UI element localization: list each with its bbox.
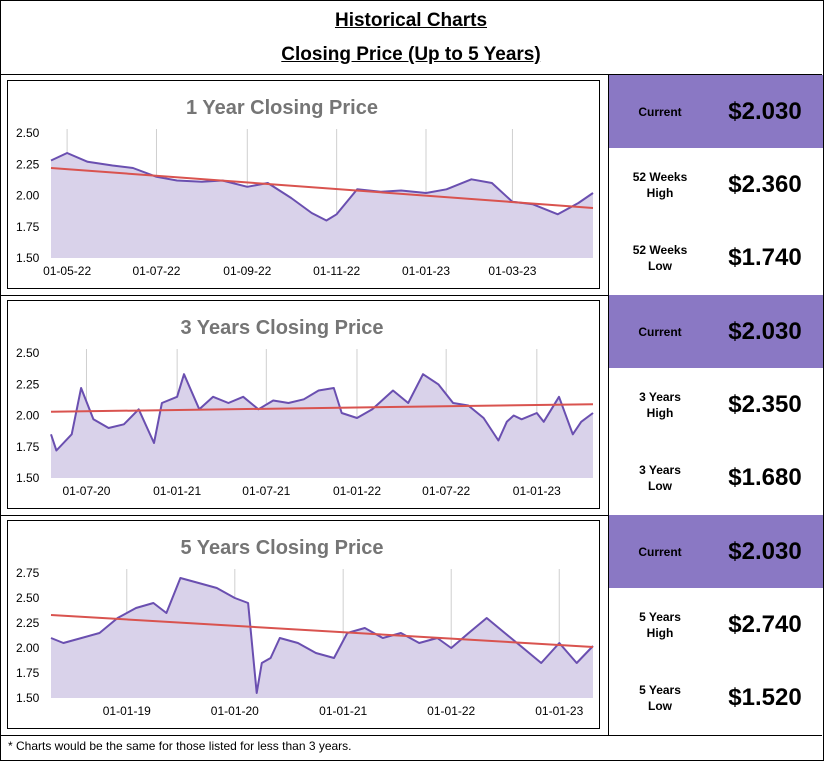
x-tick-label: 01-01-22 [427,704,475,718]
x-tick-label: 01-01-19 [103,704,151,718]
y-tick-label: 1.75 [16,440,40,454]
header: Historical Charts Closing Price (Up to 5… [0,0,822,75]
chart-5-years: 5 Years Closing Price 2.75 2.50 2.25 2.00 1.7… [7,520,600,729]
price-line [50,577,594,694]
price-area [51,153,593,258]
chart-row-3y: 3 Years Closing Price 2.50 2.25 2.00 1.75 1.5… [0,295,823,516]
y-tick-label: 2.25 [16,157,40,171]
chart-1-year: 1 Year Closing Price 2.50 2.25 2.00 1.75 1.50… [7,80,600,289]
x-tick-label: 01-07-21 [242,484,290,498]
low-value: $1.520 [728,683,802,711]
y-tick-label: 2.25 [16,616,40,630]
stats-panel-1y: Current $2.030 52 Weeks High $2.360 52 W… [608,75,823,295]
current-label: Current [638,104,682,119]
low-cell: 5 Years Low $1.520 [609,661,823,734]
page-title: Historical Charts [334,10,488,31]
stats-panel-3y: Current $2.030 3 Years High $2.350 3 Yea… [608,295,823,515]
chart-title: 3 Years Closing Price [180,317,383,339]
x-tick-label: 01-01-20 [211,704,259,718]
high-cell: 3 Years High $2.350 [609,368,823,441]
y-tick-label: 1.75 [16,666,40,680]
high-cell: 52 Weeks High $2.360 [609,148,823,221]
price-area [51,578,593,698]
x-tick-label: 01-01-23 [513,484,561,498]
trend-line [50,403,594,413]
current-cell: Current $2.030 [609,515,823,588]
low-cell: 52 Weeks Low $1.740 [609,221,823,294]
current-cell: Current $2.030 [609,295,823,368]
y-tick-label: 2.50 [16,126,40,140]
chart-3-years: 3 Years Closing Price 2.50 2.25 2.00 1.75 1.5… [7,300,600,509]
y-tick-label: 2.75 [16,566,40,580]
y-tick-label: 2.00 [16,409,40,423]
x-tick-label: 01-09-22 [223,264,271,278]
trend-line [50,614,594,648]
chart-title: 1 Year Closing Price [186,97,378,119]
low-label: 52 Weeks Low [632,242,688,273]
chart-svg-3-years: 3 Years Closing Price 2.50 2.25 2.00 1.75 1.5… [16,317,594,498]
current-cell: Current $2.030 [609,75,823,148]
x-tick-label: 01-07-22 [422,484,470,498]
price-line [50,152,594,222]
y-tick-label: 2.00 [16,641,40,655]
price-line [50,373,594,452]
current-value: $2.030 [728,317,802,345]
x-tick-label: 01-07-22 [132,264,180,278]
high-cell: 5 Years High $2.740 [609,588,823,661]
x-tick-label: 01-03-23 [488,264,536,278]
current-label: Current [638,544,682,559]
x-tick-label: 01-01-21 [319,704,367,718]
chart-row-1y: 1 Year Closing Price 2.50 2.25 2.00 1.75 1.50… [0,75,823,296]
chart-svg-5-years: 5 Years Closing Price 2.75 2.50 2.25 2.00 1.7… [16,537,594,718]
high-value: $2.350 [728,390,802,418]
chart-row-5y: 5 Years Closing Price 2.75 2.50 2.25 2.00 1.7… [0,515,823,736]
y-tick-label: 1.75 [16,220,40,234]
chart-svg-1-year: 1 Year Closing Price 2.50 2.25 2.00 1.75 1.50… [16,97,594,278]
current-value: $2.030 [728,537,802,565]
high-label: 3 Years High [639,389,681,420]
footnote: * Charts would be the same for those lis… [8,739,352,753]
chart-title: 5 Years Closing Price [180,537,383,559]
stats-panel-5y: Current $2.030 5 Years High $2.740 5 Yea… [608,515,823,735]
high-label: 52 Weeks High [632,169,688,200]
x-tick-label: 01-01-22 [333,484,381,498]
x-tick-label: 01-11-22 [313,264,360,278]
x-tick-label: 01-05-22 [43,264,91,278]
current-value: $2.030 [728,97,802,125]
price-area [51,374,593,478]
high-value: $2.740 [728,610,802,638]
y-tick-label: 2.00 [16,189,40,203]
high-label: 5 Years High [639,609,681,640]
x-tick-label: 01-07-20 [62,484,110,498]
y-tick-label: 2.25 [16,377,40,391]
trend-line [50,167,594,209]
x-tick-label: 01-01-23 [535,704,583,718]
low-value: $1.680 [728,463,802,491]
y-tick-label: 2.50 [16,346,40,360]
high-value: $2.360 [728,170,802,198]
x-tick-label: 01-01-23 [402,264,450,278]
page-subtitle: Closing Price (Up to 5 Years) [281,44,541,65]
y-tick-label: 2.50 [16,591,40,605]
y-tick-label: 1.50 [16,251,40,265]
x-tick-label: 01-01-21 [153,484,201,498]
low-cell: 3 Years Low $1.680 [609,441,823,514]
y-tick-label: 1.50 [16,691,40,705]
low-value: $1.740 [728,243,802,271]
low-label: 3 Years Low [639,462,681,493]
current-label: Current [638,324,682,339]
low-label: 5 Years Low [639,682,681,713]
y-tick-label: 1.50 [16,471,40,485]
